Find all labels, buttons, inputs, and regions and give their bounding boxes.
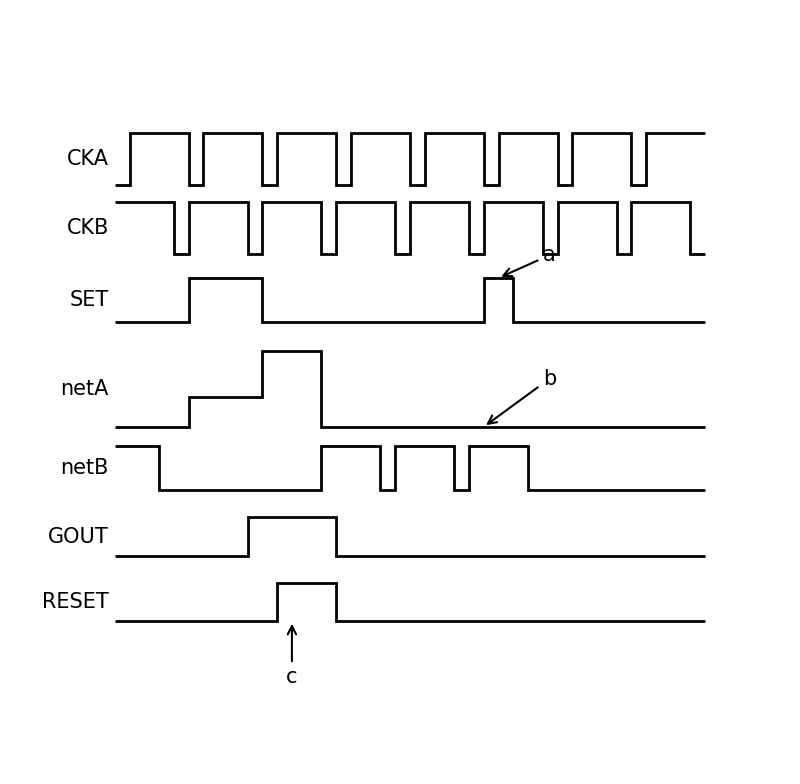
Text: c: c	[286, 626, 298, 687]
Text: a: a	[503, 245, 556, 276]
Text: RESET: RESET	[42, 592, 109, 612]
Text: netA: netA	[61, 379, 109, 399]
Text: CKA: CKA	[67, 149, 109, 169]
Text: GOUT: GOUT	[48, 527, 109, 546]
Text: netB: netB	[61, 458, 109, 478]
Text: SET: SET	[70, 290, 109, 310]
Text: b: b	[488, 368, 556, 424]
Text: CKB: CKB	[66, 218, 109, 238]
